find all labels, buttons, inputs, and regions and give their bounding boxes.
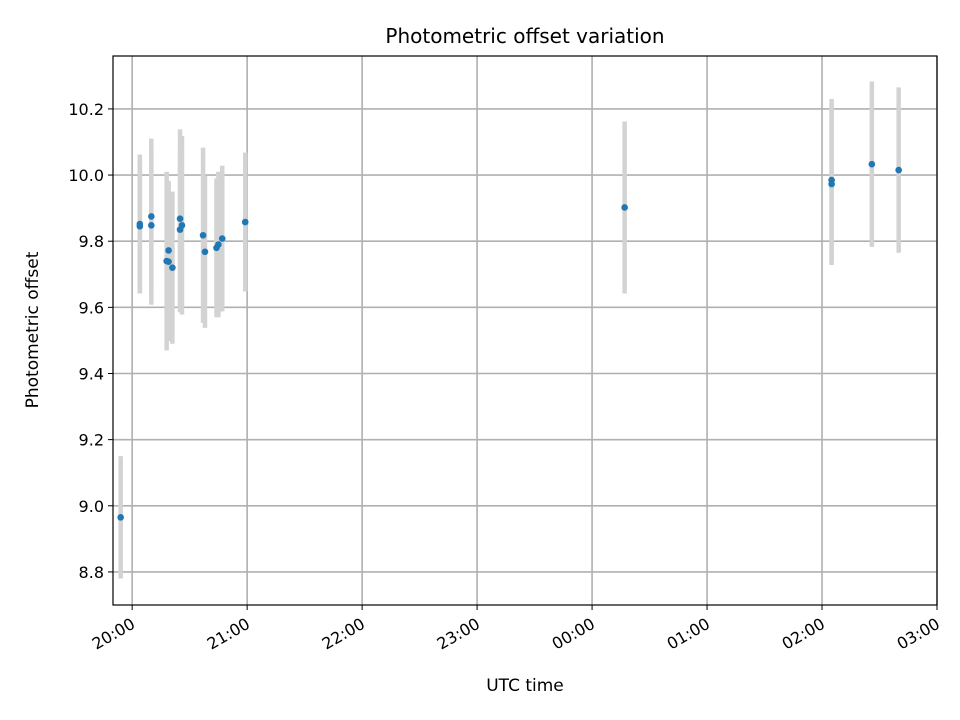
data-point: [178, 222, 186, 229]
y-tick-label: 9.0: [79, 497, 104, 516]
x-axis-label: UTC time: [486, 676, 564, 696]
data-point: [165, 247, 172, 254]
data-point: [215, 241, 222, 248]
data-point: [868, 160, 876, 168]
data-point: [199, 231, 207, 239]
data-point: [241, 218, 249, 226]
data-point: [621, 204, 628, 211]
y-axis-label: Photometric offset: [23, 251, 43, 408]
data-point: [117, 514, 124, 521]
y-tick-label: 9.8: [79, 232, 104, 251]
plot-frame: [112, 55, 938, 606]
data-point: [201, 248, 209, 256]
y-tick-label: 9.6: [79, 298, 104, 317]
data-point: [148, 213, 155, 220]
data-point: [165, 258, 172, 266]
y-tick-label: 9.4: [79, 364, 104, 383]
y-axis-ticks: 8.8 9.0 9.2 9.4 9.6 9.8 10.0 10.2: [68, 100, 113, 582]
y-tick-label: 10.2: [68, 100, 104, 119]
y-tick-label: 10.0: [68, 166, 104, 185]
chart-title: Photometric offset variation: [385, 24, 664, 48]
data-point: [895, 166, 902, 174]
data-point: [136, 220, 144, 228]
data-point: [218, 235, 226, 242]
data-point: [148, 222, 155, 229]
data-point: [176, 215, 184, 223]
data-points: [117, 160, 902, 521]
data-point: [828, 176, 835, 184]
y-tick-label: 8.8: [79, 563, 104, 582]
grid: [113, 56, 938, 605]
data-point: [169, 264, 176, 271]
y-tick-label: 9.2: [79, 431, 104, 450]
